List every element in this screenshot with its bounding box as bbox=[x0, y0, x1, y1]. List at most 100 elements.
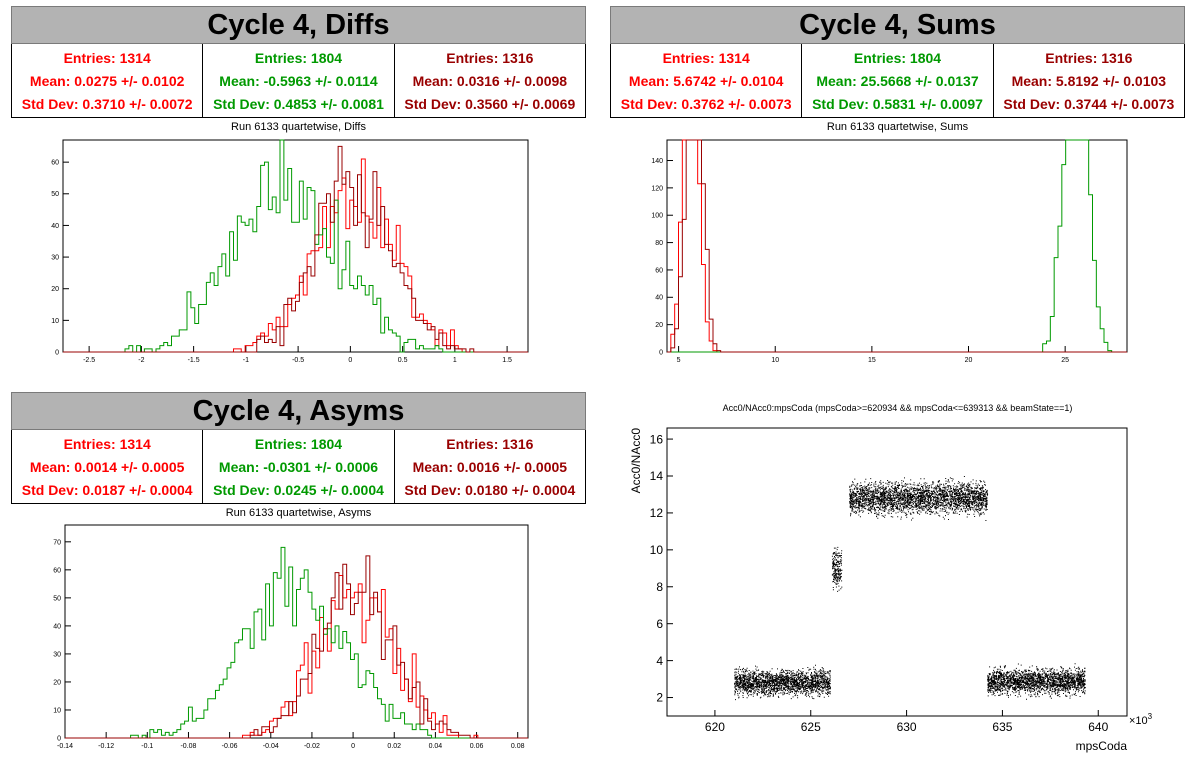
asyms-stats: Entries: 1314 Mean: 0.0014 +/- 0.0005 St… bbox=[11, 430, 586, 504]
diffs-ytick-label: 0 bbox=[55, 349, 59, 356]
stats-box-darkred: Entries: 1316 Mean: 0.0016 +/- 0.0005 St… bbox=[393, 430, 585, 503]
asyms-xtick-label: 0.08 bbox=[511, 743, 525, 750]
asyms-xtick-label: -0.14 bbox=[57, 743, 73, 750]
asyms-xtick-label: -0.1 bbox=[141, 743, 153, 750]
stats-box-green: Entries: 1804 Mean: 25.5668 +/- 0.0137 S… bbox=[801, 44, 992, 117]
asyms-axes: -0.14 -0.12 -0.1 -0.08 -0.06 -0.04 -0.02 0 0.02 0… bbox=[53, 524, 529, 750]
entries-label: Entries: 1314 bbox=[63, 435, 151, 452]
diffs-xtick-label: 0 bbox=[348, 357, 352, 364]
stddev-label: Std Dev: 0.5831 +/- 0.0097 bbox=[812, 95, 983, 112]
asyms-xtick-label: 0.04 bbox=[429, 743, 443, 750]
stats-box-green: Entries: 1804 Mean: -0.0301 +/- 0.0006 S… bbox=[202, 430, 393, 503]
diffs-series-0 bbox=[63, 158, 528, 353]
scatter-xtick-label: 640 bbox=[1088, 720, 1108, 734]
entries-label: Entries: 1316 bbox=[446, 49, 534, 66]
entries-label: Entries: 1804 bbox=[254, 435, 343, 452]
sums-title: Cycle 4, Sums bbox=[610, 6, 1185, 44]
scatter-ytick-label: 6 bbox=[656, 617, 663, 631]
mean-label: Mean: 0.0014 +/- 0.0005 bbox=[29, 458, 185, 475]
diffs-xtick-label: -2.5 bbox=[83, 357, 95, 364]
entries-label: Entries: 1314 bbox=[63, 49, 151, 66]
asyms-ytick-label: 50 bbox=[53, 595, 61, 602]
mean-label: Mean: 5.6742 +/- 0.0104 bbox=[628, 72, 784, 89]
mean-label: Mean: 5.8192 +/- 0.0103 bbox=[1011, 72, 1167, 89]
asyms-ytick-label: 70 bbox=[53, 539, 61, 546]
diffs-ytick-label: 50 bbox=[51, 191, 59, 198]
sums-ytick-label: 40 bbox=[655, 295, 663, 302]
stddev-label: Std Dev: 0.3762 +/- 0.0073 bbox=[620, 95, 792, 112]
stats-box-red: Entries: 1314 Mean: 5.6742 +/- 0.0104 St… bbox=[611, 44, 801, 117]
asyms-series-2 bbox=[65, 555, 528, 739]
entries-label: Entries: 1316 bbox=[1045, 49, 1133, 66]
scatter-subtitle: Acc0/NAcc0:mpsCoda (mpsCoda>=620934 && m… bbox=[722, 403, 1073, 413]
asyms-xtick-label: -0.06 bbox=[222, 743, 238, 750]
sums-ytick-label: 140 bbox=[651, 158, 663, 165]
scatter-ytick-label: 2 bbox=[656, 691, 663, 705]
diffs-ytick-label: 20 bbox=[51, 286, 59, 293]
sums-ytick-label: 80 bbox=[655, 240, 663, 247]
asyms-xtick-label: 0.06 bbox=[470, 743, 484, 750]
asyms-ytick-label: 10 bbox=[53, 707, 61, 714]
diffs-axes: -2.5 -2 -1.5 -1 -0.5 0 0.5 1 1.5 0 10 20 30 40 50 60 bbox=[51, 139, 529, 364]
diffs-xtick-label: -1 bbox=[243, 357, 249, 364]
sums-xtick-label: 10 bbox=[771, 357, 779, 364]
diffs-subtitle: Run 6133 quartetwise, Diffs bbox=[231, 121, 366, 133]
scatter-ytick-label: 4 bbox=[656, 654, 663, 668]
scatter-xtick-label: 635 bbox=[992, 720, 1012, 734]
entries-label: Entries: 1804 bbox=[254, 49, 343, 66]
scatter-xlabel: mpsCoda bbox=[1076, 739, 1128, 753]
scatter-cluster-3 bbox=[987, 663, 1086, 700]
entries-label: Entries: 1314 bbox=[662, 49, 750, 66]
scatter-ytick-label: 16 bbox=[650, 432, 664, 446]
mean-label: Mean: 0.0316 +/- 0.0098 bbox=[412, 72, 568, 89]
asyms-xtick-label: -0.04 bbox=[263, 743, 279, 750]
asyms-frame bbox=[64, 524, 529, 739]
stats-box-darkred: Entries: 1316 Mean: 0.0316 +/- 0.0098 St… bbox=[393, 44, 585, 117]
asyms-xtick-label: -0.08 bbox=[180, 743, 196, 750]
diffs-title: Cycle 4, Diffs bbox=[11, 6, 586, 44]
scatter-ytick-label: 10 bbox=[650, 543, 664, 557]
scatter-ytick-label: 8 bbox=[656, 580, 663, 594]
diffs-ytick-label: 10 bbox=[51, 318, 59, 325]
mean-label: Mean: 25.5668 +/- 0.0137 bbox=[816, 72, 979, 89]
stats-box-darkred: Entries: 1316 Mean: 5.8192 +/- 0.0103 St… bbox=[992, 44, 1184, 117]
scatter-axes: 620 625 630 635 640 2 4 6 8 10 12 14 16 bbox=[650, 427, 1128, 734]
asyms-ytick-label: 0 bbox=[57, 735, 61, 742]
diffs-series-2 bbox=[63, 145, 528, 353]
stats-box-red: Entries: 1314 Mean: 0.0275 +/- 0.0102 St… bbox=[12, 44, 202, 117]
sums-xtick-label: 25 bbox=[1061, 357, 1069, 364]
mean-label: Mean: 0.0016 +/- 0.0005 bbox=[412, 458, 568, 475]
sums-ytick-label: 60 bbox=[655, 267, 663, 274]
diffs-ytick-label: 30 bbox=[51, 255, 59, 262]
stats-box-red: Entries: 1314 Mean: 0.0014 +/- 0.0005 St… bbox=[12, 430, 202, 503]
diffs-xtick-label: -2 bbox=[138, 357, 144, 364]
mean-label: Mean: 0.0275 +/- 0.0102 bbox=[29, 72, 185, 89]
sums-ytick-label: 100 bbox=[651, 213, 663, 220]
scatter-x-multiplier-exp: 3 bbox=[1148, 712, 1153, 721]
diffs-xtick-label: -1.5 bbox=[188, 357, 200, 364]
entries-label: Entries: 1316 bbox=[446, 435, 534, 452]
entries-label: Entries: 1804 bbox=[853, 49, 942, 66]
sums-series-2 bbox=[667, 139, 1127, 353]
asyms-ytick-label: 30 bbox=[53, 651, 61, 658]
sums-ytick-label: 120 bbox=[651, 185, 663, 192]
asyms-subtitle: Run 6133 quartetwise, Asyms bbox=[225, 507, 372, 519]
asyms-xtick-label: 0.02 bbox=[387, 743, 401, 750]
mean-label: Mean: -0.5963 +/- 0.0114 bbox=[219, 72, 378, 89]
diffs-xtick-label: 0.5 bbox=[398, 357, 408, 364]
sums-subtitle: Run 6133 quartetwise, Sums bbox=[826, 121, 969, 133]
stddev-label: Std Dev: 0.3560 +/- 0.0069 bbox=[404, 95, 576, 112]
scatter-xtick-label: 625 bbox=[801, 720, 821, 734]
stats-box-green: Entries: 1804 Mean: -0.5963 +/- 0.0114 S… bbox=[202, 44, 393, 117]
asyms-title: Cycle 4, Asyms bbox=[11, 392, 586, 430]
stddev-label: Std Dev: 0.3710 +/- 0.0072 bbox=[21, 95, 193, 112]
asyms-xtick-label: -0.02 bbox=[304, 743, 320, 750]
sums-series-1 bbox=[667, 139, 1127, 353]
scatter-ylabel: Acc0/NAcc0 bbox=[629, 428, 643, 494]
stddev-label: Std Dev: 0.3744 +/- 0.0073 bbox=[1003, 95, 1175, 112]
sums-xtick-label: 15 bbox=[868, 357, 876, 364]
diffs-series-1 bbox=[63, 139, 528, 353]
scatter-ytick-label: 14 bbox=[650, 469, 664, 483]
diffs-xtick-label: 1.5 bbox=[502, 357, 512, 364]
